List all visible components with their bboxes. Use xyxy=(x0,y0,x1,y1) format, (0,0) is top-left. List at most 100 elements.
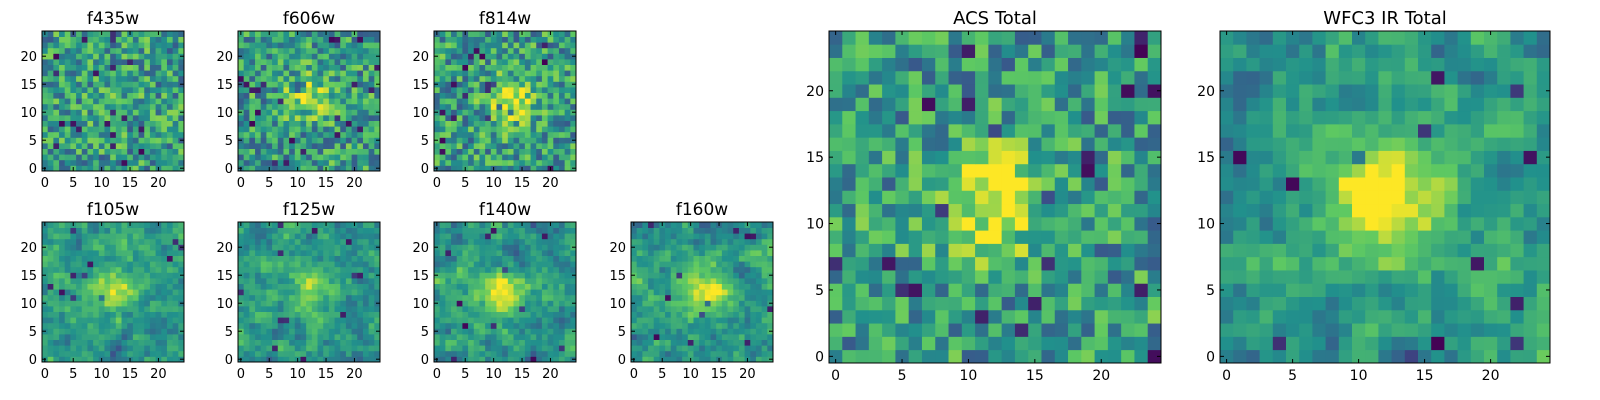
heatmap-cell xyxy=(42,350,49,357)
heatmap-cell xyxy=(456,115,463,121)
heatmap-cell xyxy=(710,294,717,301)
heatmap-cell xyxy=(255,339,262,346)
heatmap-cell xyxy=(334,143,341,149)
heatmap-cell xyxy=(733,255,740,262)
heatmap-cell xyxy=(439,266,446,273)
heatmap-cell xyxy=(530,131,537,138)
heatmap-cell xyxy=(81,109,88,116)
heatmap-cell xyxy=(161,109,168,116)
heatmap-cell xyxy=(334,75,341,82)
heatmap-cell xyxy=(255,278,262,284)
heatmap-cell xyxy=(357,244,364,251)
heatmap-cell xyxy=(855,190,870,205)
heatmap-cell xyxy=(98,300,105,307)
heatmap-cell xyxy=(699,278,706,284)
heatmap-cell xyxy=(1068,203,1082,218)
heatmap-cell xyxy=(541,75,548,82)
heatmap-cell xyxy=(721,317,728,324)
heatmap-cell xyxy=(727,345,734,352)
heatmap-cell xyxy=(132,165,139,172)
heatmap-cell xyxy=(294,98,301,105)
heatmap-cell xyxy=(490,126,497,133)
heatmap-cell xyxy=(334,272,341,279)
heatmap-cell xyxy=(127,266,134,273)
heatmap-cell xyxy=(744,261,751,268)
heatmap-cell xyxy=(462,159,469,166)
heatmap-cell xyxy=(266,103,273,110)
heatmap-cell xyxy=(558,294,566,301)
heatmap-cell xyxy=(47,339,54,346)
heatmap-cell xyxy=(755,222,763,228)
heatmap-cell xyxy=(340,289,347,296)
heatmap-cell xyxy=(490,115,497,121)
heatmap-cell xyxy=(260,148,267,155)
heatmap-cell xyxy=(144,103,151,110)
heatmap-cell xyxy=(490,255,497,262)
heatmap-cell xyxy=(132,339,139,346)
heatmap-cell xyxy=(345,92,352,99)
heatmap-cell xyxy=(64,115,71,121)
heatmap-cell xyxy=(93,272,100,279)
heatmap-cell xyxy=(738,322,745,329)
heatmap-cell xyxy=(721,278,728,284)
heatmap-cell xyxy=(908,270,923,284)
heatmap-cell xyxy=(323,272,330,279)
heatmap-cell xyxy=(1054,190,1069,205)
heatmap-cell xyxy=(921,283,936,297)
heatmap-cell xyxy=(87,98,94,105)
heatmap-cell xyxy=(317,87,324,93)
heatmap-cell xyxy=(490,137,497,144)
x-tick-label: 10 xyxy=(485,367,502,382)
heatmap-cell xyxy=(439,261,446,268)
heatmap-cell xyxy=(277,103,284,110)
heatmap-cell xyxy=(76,143,83,149)
heatmap-cell xyxy=(277,87,284,93)
heatmap-cell xyxy=(1107,349,1122,364)
heatmap-cell xyxy=(81,300,88,307)
heatmap-cell xyxy=(513,64,520,71)
heatmap-cell xyxy=(473,120,480,127)
heatmap-cell xyxy=(659,334,666,340)
heatmap-cell xyxy=(132,250,139,256)
heatmap-cell xyxy=(53,311,60,318)
heatmap-cell xyxy=(155,322,162,329)
heatmap-cell xyxy=(485,350,492,357)
heatmap-cell xyxy=(87,143,94,149)
heatmap-cell xyxy=(855,230,870,244)
heatmap-cell xyxy=(53,154,60,161)
heatmap-cell xyxy=(445,227,452,234)
heatmap-cell xyxy=(738,278,745,284)
heatmap-cell xyxy=(530,42,537,49)
heatmap-cell xyxy=(328,255,335,262)
heatmap-cell xyxy=(496,244,503,251)
heatmap-cell xyxy=(155,143,162,149)
heatmap-cell xyxy=(47,345,54,352)
heatmap-cell xyxy=(172,115,179,121)
heatmap-cell xyxy=(733,222,740,228)
heatmap-cell xyxy=(255,283,262,290)
heatmap-cell xyxy=(473,294,480,301)
heatmap-cell xyxy=(272,255,279,262)
heatmap-cell xyxy=(948,230,963,244)
heatmap-cell xyxy=(473,261,480,268)
heatmap-cell xyxy=(64,47,71,54)
heatmap-cell xyxy=(553,238,560,245)
x-tick-label: 5 xyxy=(69,176,77,191)
heatmap-cell xyxy=(266,92,273,99)
heatmap-cell xyxy=(70,294,77,301)
heatmap-cell xyxy=(98,278,105,284)
heatmap-cell xyxy=(468,244,475,251)
heatmap-cell xyxy=(70,137,77,144)
heatmap-cell xyxy=(81,53,88,60)
heatmap-cell xyxy=(541,143,548,149)
heatmap-cell xyxy=(334,36,341,43)
heatmap-cell xyxy=(357,255,364,262)
heatmap-cell xyxy=(502,137,509,144)
heatmap-cell xyxy=(665,322,672,329)
heatmap-cell xyxy=(47,31,54,37)
heatmap-cell xyxy=(340,317,347,324)
heatmap-cell xyxy=(868,283,883,297)
heatmap-cell xyxy=(351,92,358,99)
heatmap-cell xyxy=(155,103,162,110)
heatmap-cell xyxy=(553,350,560,357)
